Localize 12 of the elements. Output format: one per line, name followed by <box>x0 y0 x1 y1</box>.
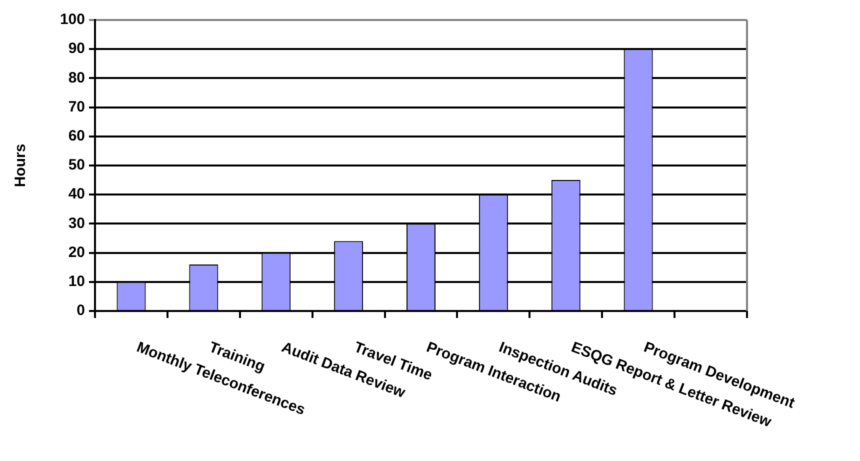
y-tick-label: 20 <box>68 244 85 261</box>
y-tick-label: 60 <box>68 128 85 145</box>
y-tick-label: 100 <box>60 11 85 28</box>
y-tick-label: 80 <box>68 69 85 86</box>
y-tick-label: 50 <box>68 156 85 174</box>
y-tick-label: 0 <box>76 302 85 320</box>
y-tick-label: 40 <box>68 186 85 203</box>
y-tick-label: 30 <box>68 214 85 232</box>
y-tick-label: 10 <box>68 273 85 290</box>
y-tick-label: 70 <box>68 98 85 116</box>
y-tick-label: 90 <box>68 40 85 58</box>
y-axis-title: Hours <box>12 144 30 188</box>
